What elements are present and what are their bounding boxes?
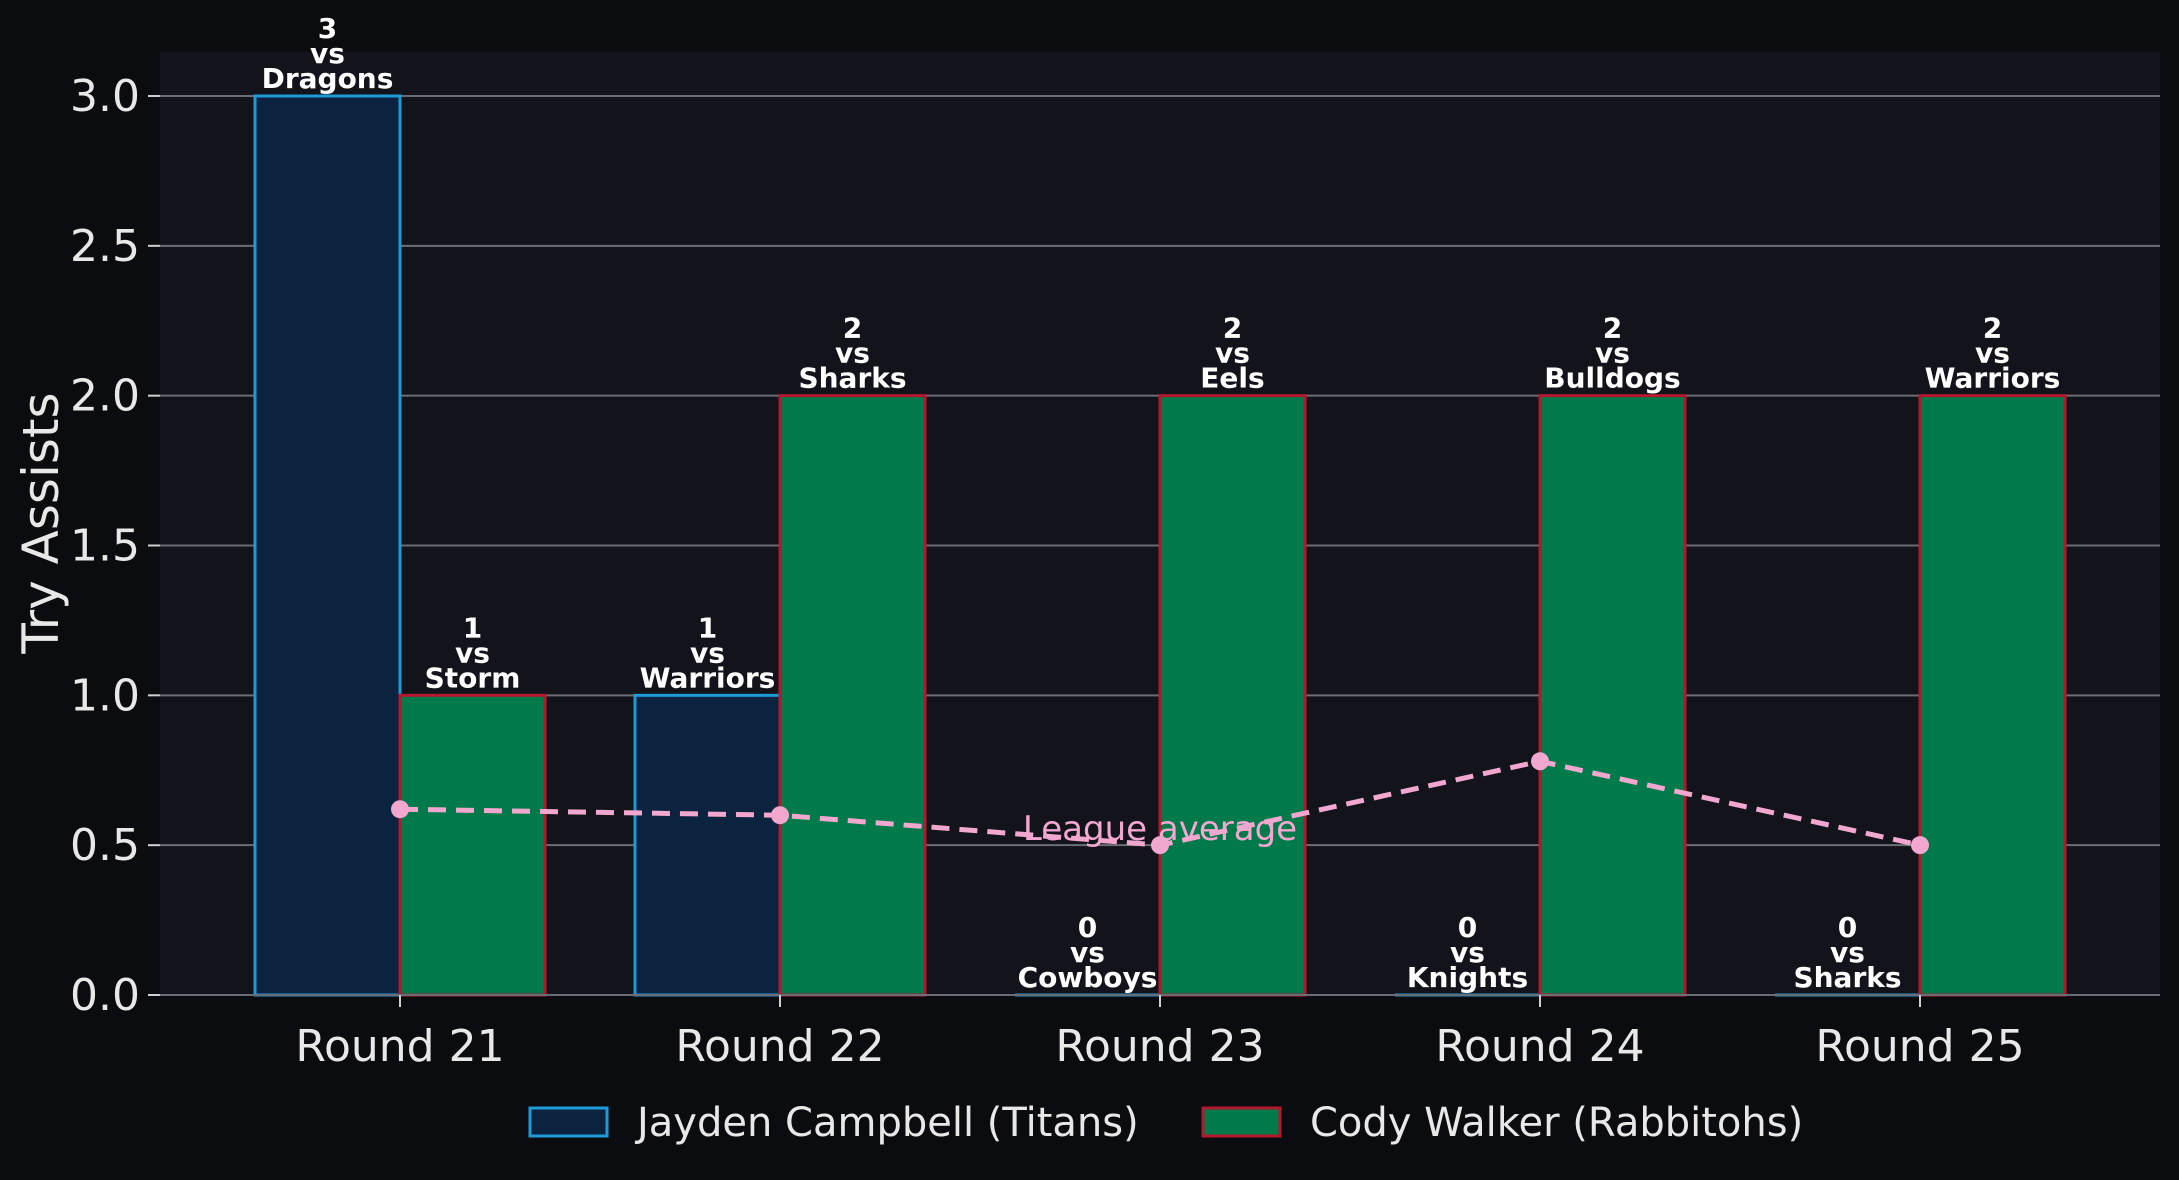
bar-value-label: vs (1450, 936, 1485, 969)
bar-walker (1158, 394, 1307, 997)
bar-value-label: vs (1975, 337, 2010, 370)
bar-value-label: Bulldogs (1544, 362, 1680, 395)
bar-value-label: 0 (1838, 911, 1857, 944)
bar-value-label: vs (1215, 337, 1250, 370)
bar-value-label: Dragons (262, 62, 394, 95)
league-average-point (391, 800, 409, 819)
bar-campbell (253, 94, 402, 997)
bar-value-label: vs (690, 636, 725, 669)
bar-value-label: Storm (425, 661, 521, 694)
bar-walker (778, 394, 927, 997)
legend-swatch-walker (1201, 1106, 1282, 1138)
bar-value-label: 2 (843, 312, 862, 345)
bar-value-label: 0 (1458, 911, 1477, 944)
bar-value-label: Warriors (640, 661, 776, 694)
bar-value-label: vs (835, 337, 870, 370)
x-tick-label: Round 24 (1435, 1021, 1644, 1072)
bar-value-label: Warriors (1925, 362, 2061, 395)
x-tick-label: Round 22 (675, 1021, 884, 1072)
league-average-point (1151, 836, 1169, 855)
bar-value-label: Cowboys (1018, 961, 1158, 994)
bar-labels: 3vsDragons1vsWarriors0vsCowboys0vsKnight… (262, 12, 2061, 994)
bar-value-label: vs (1595, 337, 1630, 370)
league-average-point (771, 806, 789, 825)
bar-value-label: 3 (318, 12, 337, 45)
league-average-point (1531, 752, 1549, 771)
y-tick-label: 3.0 (70, 71, 140, 122)
bar-value-label: 2 (1603, 312, 1622, 345)
bar-value-label: vs (310, 37, 345, 70)
y-tick-label: 2.5 (70, 221, 140, 272)
bar-walker (1918, 394, 2067, 997)
bar-value-label: 2 (1983, 312, 2002, 345)
x-tick-label: Round 25 (1815, 1021, 2024, 1072)
x-tick-label: Round 21 (295, 1021, 504, 1072)
bar-walker (398, 693, 547, 997)
y-tick-label: 2.0 (70, 371, 140, 422)
y-tick-label: 0.5 (70, 820, 140, 871)
y-axis-label: Try Assists (12, 392, 70, 654)
bar-value-label: 2 (1223, 312, 1242, 345)
league-average-label: League average (1023, 809, 1297, 849)
bar-value-label: vs (1830, 936, 1865, 969)
league-average-line: League average (391, 752, 1929, 855)
bar-walker (1538, 394, 1687, 997)
bar-value-label: vs (455, 636, 490, 669)
bar-value-label: Eels (1200, 362, 1264, 395)
bar-value-label: 1 (698, 611, 717, 644)
y-tick-label: 0.0 (70, 970, 140, 1021)
bar-value-label: vs (1070, 936, 1105, 969)
legend: Jayden Campbell (Titans) Cody Walker (Rab… (528, 1100, 1803, 1146)
y-tick-label: 1.0 (70, 670, 140, 721)
legend-swatch-campbell (528, 1106, 609, 1138)
bar-value-label: 1 (463, 611, 482, 644)
bar-value-label: Knights (1407, 961, 1528, 994)
x-tick-label: Round 23 (1055, 1021, 1264, 1072)
bars (253, 94, 2067, 997)
bar-value-label: 0 (1078, 911, 1097, 944)
y-tick-label: 1.5 (70, 521, 140, 572)
bar-value-label: Sharks (1793, 961, 1901, 994)
bar-campbell (633, 693, 782, 997)
legend-label-campbell: Jayden Campbell (Titans) (634, 1100, 1139, 1146)
bar-value-label: Sharks (798, 362, 906, 395)
legend-label-walker: Cody Walker (Rabbitohs) (1310, 1100, 1803, 1146)
axes: 0.0 0.5 1.0 1.5 2.0 2.5 3.0 Round 21 Round 22 Rou… (70, 71, 2160, 1072)
league-average-point (1911, 836, 1929, 855)
